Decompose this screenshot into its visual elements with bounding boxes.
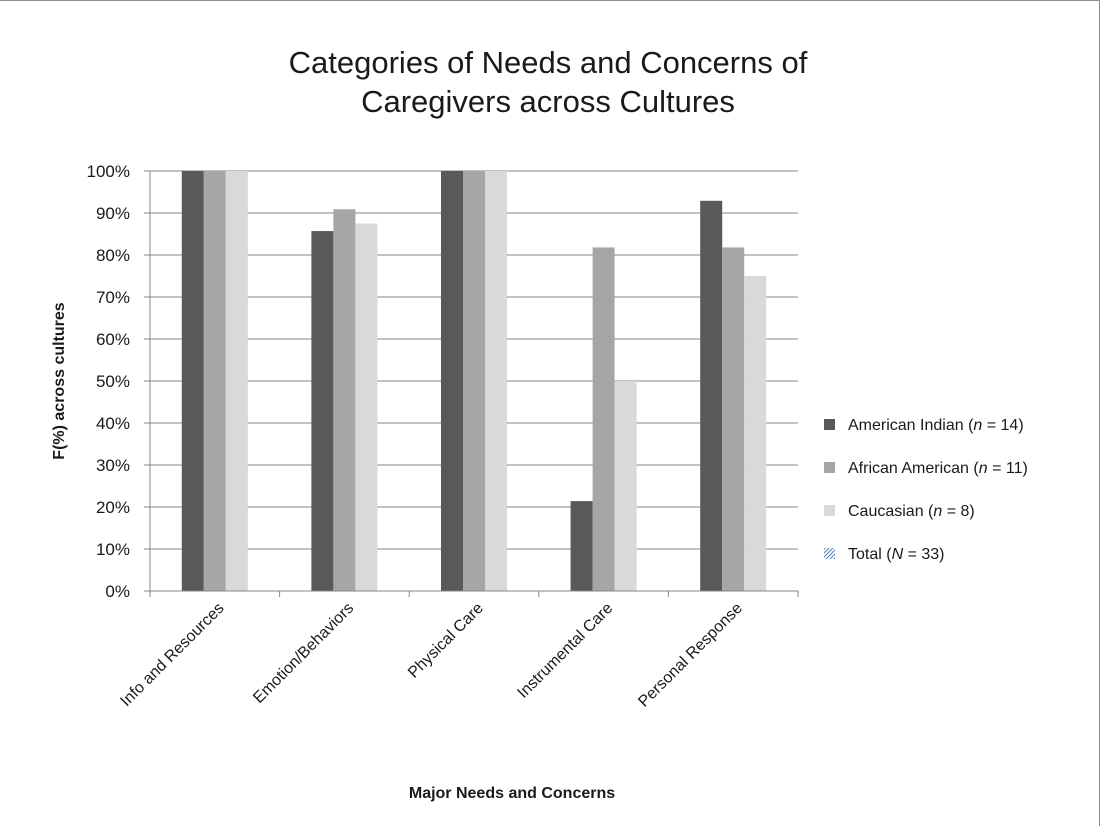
legend-swatch xyxy=(824,548,835,559)
bar xyxy=(570,501,593,591)
bar xyxy=(700,200,723,591)
x-tick-label: Personal Response xyxy=(635,600,746,711)
bar xyxy=(311,231,334,591)
axes xyxy=(149,171,798,592)
x-tick-label: Info and Resources xyxy=(117,600,227,710)
bar xyxy=(722,247,745,591)
bar xyxy=(592,247,615,591)
bar xyxy=(441,171,463,591)
bars xyxy=(181,171,767,591)
bar xyxy=(203,171,226,591)
legend-swatch xyxy=(824,419,835,430)
chart-title-line-2: Caregivers across Cultures xyxy=(361,84,735,119)
x-tick-label: Physical Care xyxy=(405,600,487,682)
bar xyxy=(181,171,204,591)
y-tick-label: 0% xyxy=(105,582,130,601)
y-tick-label: 80% xyxy=(96,246,130,265)
y-tick-label: 100% xyxy=(87,162,130,181)
legend-swatch xyxy=(824,505,835,516)
bar xyxy=(355,223,378,591)
y-tick-label: 40% xyxy=(96,414,130,433)
y-axis-title: F(%) across cultures xyxy=(51,302,68,459)
x-axis-title: Major Needs and Concerns xyxy=(409,785,615,802)
y-tick-label: 30% xyxy=(96,456,130,475)
y-tick-label: 50% xyxy=(96,372,130,391)
bar xyxy=(333,209,356,591)
x-tick-label: Instrumental Care xyxy=(514,600,616,702)
y-axis-ticks: 0% 10% 20% 30% 40% 50% 60% 70% 80% 90% 100% xyxy=(87,162,150,601)
y-tick-label: 10% xyxy=(96,540,130,559)
bar xyxy=(225,171,248,591)
legend-entry: Total (N = 33) xyxy=(848,546,945,563)
chart-title-line-1: Categories of Needs and Concerns of xyxy=(289,45,808,80)
bar xyxy=(614,381,637,591)
y-tick-label: 20% xyxy=(96,498,130,517)
bar xyxy=(485,171,507,591)
y-tick-label: 60% xyxy=(96,330,130,349)
axis-labels: Major Needs and Concerns F(%) across cult… xyxy=(51,302,615,802)
legend-entry: American Indian (n = 14) xyxy=(848,417,1024,434)
y-tick-label: 90% xyxy=(96,204,130,223)
chart-title: Categories of Needs and Concerns of Careg… xyxy=(289,45,808,119)
x-tick-label: Emotion/Behaviors xyxy=(250,600,357,707)
legend-entry: Caucasian (n = 8) xyxy=(848,503,975,520)
x-axis-ticks: Info and Resources Emotion/Behaviors Physi… xyxy=(117,591,799,711)
bar xyxy=(744,276,767,591)
legend: American Indian (n = 14) African American… xyxy=(824,417,1028,563)
bar xyxy=(463,171,485,591)
y-tick-label: 70% xyxy=(96,288,130,307)
legend-swatch xyxy=(824,462,835,473)
legend-entry: African American (n = 11) xyxy=(848,460,1028,477)
